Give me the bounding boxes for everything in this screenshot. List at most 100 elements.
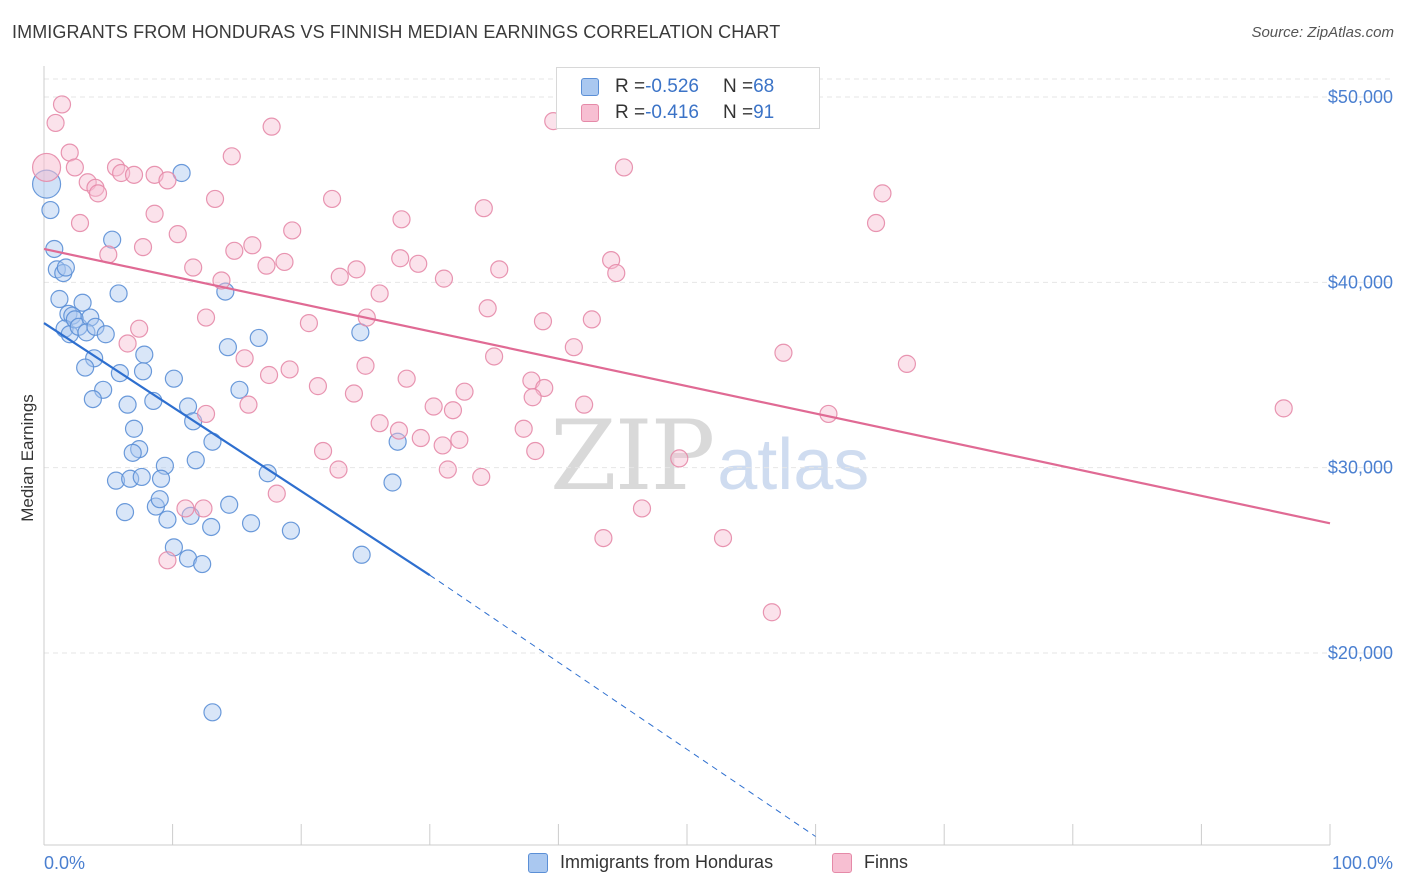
honduras-point [383, 473, 402, 492]
honduras-point [73, 293, 92, 312]
finns-point [614, 158, 634, 177]
legend-swatch-finns [581, 104, 599, 122]
finns-point [308, 377, 328, 396]
finns-point [523, 388, 542, 407]
y-axis-label: Median Earnings [18, 394, 37, 522]
legend-swatch-honduras [581, 78, 599, 96]
honduras-point [281, 521, 301, 540]
honduras-point [77, 323, 96, 342]
honduras-point [123, 443, 142, 462]
finns-point [225, 241, 244, 260]
finns-point [866, 213, 886, 233]
finns-point [370, 414, 389, 433]
honduras-point [56, 258, 75, 277]
honduras-point [115, 503, 135, 522]
x-tick-label-min: 0.0% [44, 853, 85, 873]
chart-title: IMMIGRANTS FROM HONDURAS VS FINNISH MEDI… [12, 22, 781, 42]
finns-point [46, 113, 65, 133]
finns-point [1274, 399, 1293, 418]
honduras-point [76, 358, 95, 377]
finns-point [222, 147, 241, 166]
finns-point [235, 349, 254, 368]
legend-r-label: R = [615, 102, 646, 123]
finns-point [243, 236, 262, 255]
finns-point [474, 199, 493, 218]
finns-point [313, 441, 333, 461]
legend-item-finns: Finns [832, 852, 908, 873]
finns-point [392, 210, 411, 229]
finns-point [70, 213, 90, 233]
chart-source: Source: ZipAtlas.com [1251, 24, 1394, 41]
finns-point [370, 284, 389, 303]
y-tick-label: $20,000 [1328, 643, 1393, 663]
honduras-point [41, 200, 60, 220]
finns-point [514, 419, 533, 438]
finns-point [356, 356, 375, 375]
legend-r-label: R = [615, 76, 646, 97]
legend-r-value: -0.526 [645, 76, 699, 97]
legend-n-label: N = [722, 102, 754, 123]
honduras-point [96, 325, 115, 344]
legend-item-honduras: Immigrants from Honduras [528, 852, 773, 873]
honduras-point [81, 308, 100, 327]
honduras-point [94, 380, 113, 399]
honduras-point [103, 230, 122, 249]
finns-point [344, 384, 364, 403]
finns-point [424, 397, 443, 416]
finns-point [280, 360, 299, 379]
finns-point [774, 343, 793, 362]
honduras-trend-extension [429, 574, 816, 837]
finns-point [455, 382, 474, 401]
finns-point [88, 184, 108, 203]
finns-point [158, 171, 177, 190]
finns-point [594, 528, 613, 548]
finns-point [262, 117, 281, 136]
finns-point [434, 269, 454, 288]
correlation-legend: R = -0.526 N = 68 R = -0.416 N = 91 [556, 67, 820, 129]
honduras-point [172, 163, 191, 183]
honduras-point [203, 703, 222, 722]
finns-point [205, 189, 225, 209]
finns-point [490, 260, 509, 279]
y-tick-label: $50,000 [1328, 87, 1393, 107]
honduras-point [249, 328, 268, 348]
finns-point [257, 256, 276, 275]
finns-point [145, 204, 164, 223]
finns-point [391, 249, 410, 268]
finns-point [31, 152, 62, 183]
finns-point [411, 428, 430, 448]
finns-point [52, 95, 72, 114]
finns-point [283, 221, 302, 240]
honduras-point [186, 451, 205, 470]
finns-point [106, 158, 126, 177]
finns-point [196, 404, 216, 424]
finns-point [897, 354, 917, 373]
honduras-point [86, 317, 105, 336]
finns-trend-line [43, 247, 1331, 525]
honduras-point [83, 389, 102, 409]
finns-point [275, 252, 294, 272]
finns-point [582, 310, 601, 329]
legend-label-finns: Finns [864, 852, 909, 872]
honduras-points [31, 163, 407, 722]
trend-lines [43, 247, 1331, 837]
honduras-point [133, 362, 153, 381]
legend-r-value: -0.416 [645, 102, 699, 123]
finns-point [438, 460, 457, 479]
finns-point [65, 158, 84, 177]
finns-point [409, 254, 428, 273]
finns-point [485, 347, 504, 366]
legend-swatch-honduras [528, 852, 548, 873]
legend-label-honduras: Immigrants from Honduras [560, 852, 774, 872]
honduras-point [230, 380, 249, 399]
honduras-point [220, 495, 239, 514]
finns-point [330, 267, 349, 286]
y-tick-label: $40,000 [1328, 272, 1393, 292]
series-legend: Immigrants from Honduras Finns [0, 852, 1406, 876]
honduras-point [124, 419, 144, 438]
x-tick-label-max: 100.0% [1332, 853, 1393, 873]
axis-labels: $20,000 $30,000 $40,000 $50,000 0.0% 100.0% Me… [18, 87, 1393, 873]
finns-point [267, 484, 286, 503]
finns-point [130, 319, 149, 338]
